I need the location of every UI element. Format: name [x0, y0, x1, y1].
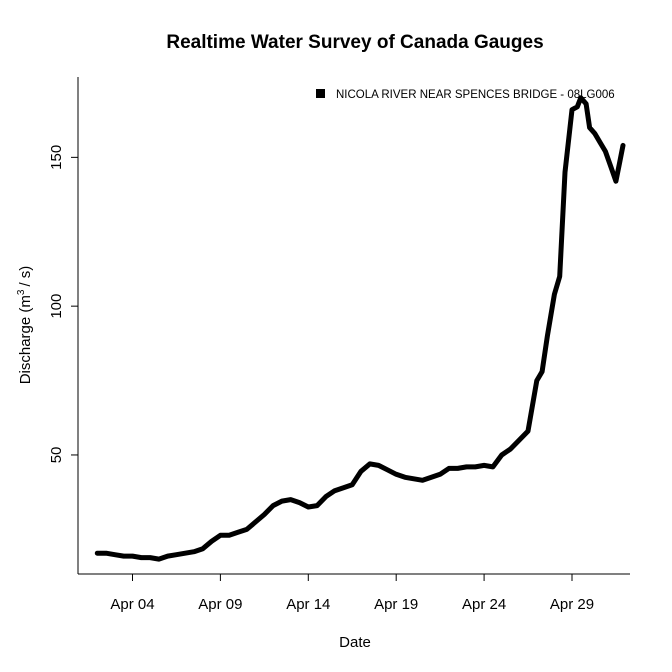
legend: NICOLA RIVER NEAR SPENCES BRIDGE - 08LG0…	[316, 89, 615, 101]
y-axis-label-tail: / s)	[17, 266, 34, 287]
x-axis-ticks: Apr 04 Apr 09 Apr 14 Apr 19 Apr 24 Apr 29	[110, 574, 594, 613]
x-tick-label: Apr 14	[286, 596, 330, 613]
y-axis-label-main: Discharge (m	[17, 295, 34, 384]
chart-title: Realtime Water Survey of Canada Gauges	[166, 32, 543, 53]
legend-entry-label: NICOLA RIVER NEAR SPENCES BRIDGE - 08LG0…	[336, 89, 615, 101]
x-tick-label: Apr 29	[550, 596, 594, 613]
y-tick-label: 100	[48, 294, 65, 319]
y-axis-label: Discharge (m3 / s)	[16, 266, 34, 385]
x-tick-label: Apr 24	[462, 596, 506, 613]
x-tick-label: Apr 09	[198, 596, 242, 613]
y-axis-label-superscript: 3	[16, 289, 27, 295]
series-line	[94, 95, 626, 562]
legend-swatch	[316, 89, 325, 98]
y-tick-label: 150	[48, 145, 65, 170]
series-layer	[94, 95, 626, 562]
x-axis-label: Date	[339, 634, 371, 651]
x-tick-label: Apr 19	[374, 596, 418, 613]
x-tick-label: Apr 04	[110, 596, 154, 613]
y-tick-label: 50	[48, 447, 65, 464]
y-axis-ticks: 50 100 150	[48, 145, 78, 463]
